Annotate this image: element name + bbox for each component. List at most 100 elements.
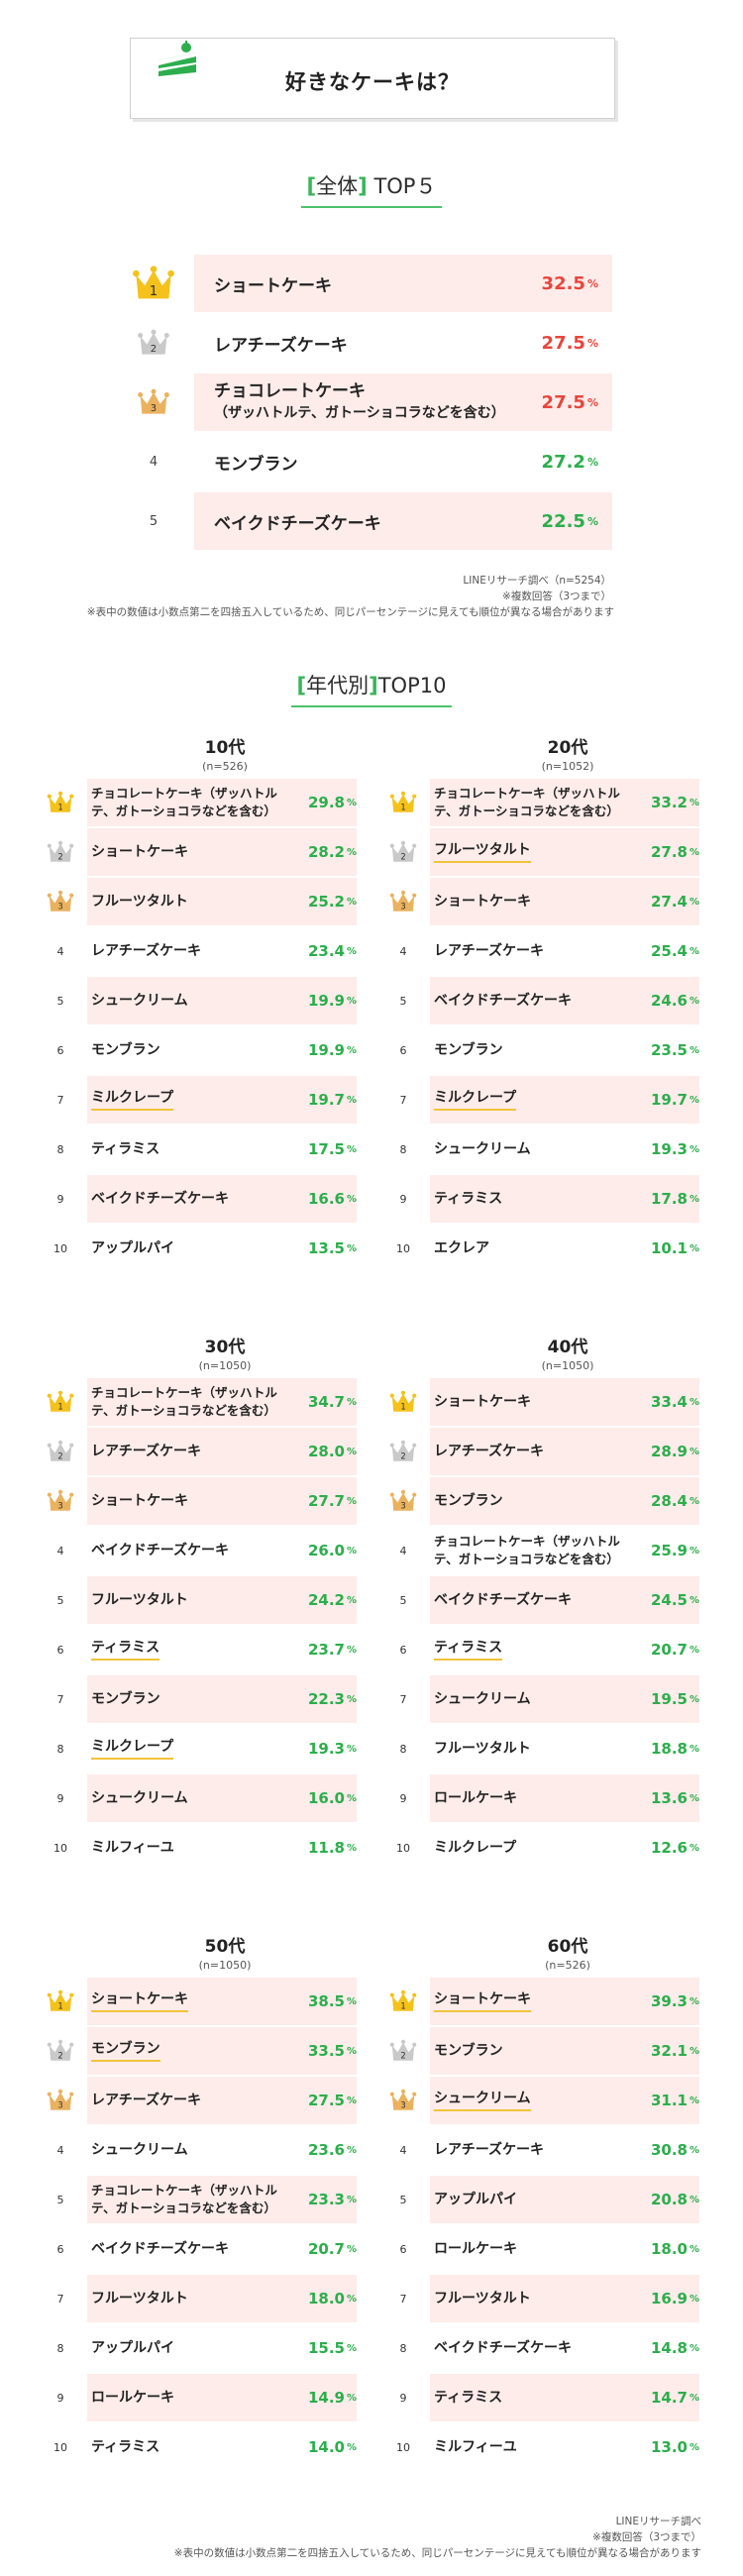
percentage-value: 24.2% [307, 1591, 357, 1609]
rank-number: 8 [56, 1742, 64, 1756]
rank-number: 7 [399, 1093, 407, 1107]
age-group-30代: 30代 (n=1050) 1 チョコレートケーキ（ザッハトルテ、ガトーショコラなどを含… [46, 1333, 363, 1874]
row-background [430, 1774, 699, 1822]
cake-name: レアチーズケーキ [91, 2093, 202, 2108]
percentage-value: 27.2% [541, 451, 598, 473]
rounding-note: ※表中の数値は小数点第二を四捨五入しているため、同じパーセンテージに見えても順位… [173, 2547, 701, 2559]
title-card: 好きなケーキは？ [130, 38, 615, 119]
age-row: 9 ロールケーキ 13.6% [388, 1774, 705, 1824]
svg-text:2: 2 [151, 344, 157, 355]
age-row: 5 フルーツタルト 24.2% [46, 1576, 363, 1626]
cake-name: チョコレートケーキ（ザッハトルテ、ガトーショコラなどを含む） [91, 2183, 277, 2215]
age-row: 4 レアチーズケーキ 25.4% [388, 927, 705, 977]
rank-number: 10 [396, 1241, 410, 1255]
percentage-value: 10.1% [650, 1239, 699, 1257]
age-row: 10 アップルパイ 13.5% [46, 1225, 363, 1274]
age-row: 7 フルーツタルト 16.9% [388, 2275, 705, 2324]
age-row: 8 シュークリーム 19.3% [388, 1126, 705, 1175]
row-background [87, 1175, 357, 1223]
overall-row: 4 モンブラン 27.2% [129, 433, 612, 492]
age-row: 6 ベイクドチーズケーキ 20.7% [46, 2225, 363, 2275]
age-row: 4 ベイクドチーズケーキ 26.0% [46, 1527, 363, 1576]
svg-text:1: 1 [400, 2001, 405, 2011]
percentage-value: 20.7% [650, 1641, 699, 1659]
rank-marker: 1 [388, 1378, 418, 1426]
row-background [430, 1428, 699, 1475]
row-background [430, 2027, 699, 2075]
cake-name: モンブラン [91, 2027, 294, 2075]
bronze-crown-icon: 3 [389, 1489, 417, 1511]
percentage-value: 18.0% [650, 2240, 699, 2258]
percentage-value: 33.2% [650, 794, 699, 811]
cake-name: ベイクドチーズケーキ [91, 2241, 230, 2257]
heading-bracket-close: ] [358, 174, 368, 198]
cake-name: アップルパイ [434, 2192, 517, 2207]
row-background [87, 2275, 357, 2322]
age-row: 10 ミルフィーユ 11.8% [46, 1824, 363, 1874]
rank-marker: 2 [46, 2027, 75, 2075]
svg-text:2: 2 [57, 852, 62, 862]
age-row: 8 ミルクレープ 19.3% [46, 1725, 363, 1774]
overall-row: 1 ショートケーキ 32.5% [129, 255, 612, 314]
gold-crown-icon: 1 [47, 1989, 74, 2011]
heading-rest: TOP10 [377, 674, 447, 698]
row-background [430, 1378, 699, 1426]
rank-marker: 3 [129, 374, 178, 431]
silver-crown-icon: 2 [47, 1440, 74, 1461]
row-background [87, 878, 357, 925]
rank-number: 7 [56, 2292, 64, 2306]
cake-name: シュークリーム [434, 1691, 531, 1707]
svg-text:3: 3 [400, 2100, 405, 2110]
age-label: 30代 [204, 1338, 246, 1357]
age-row: 10 ティラミス 14.0% [46, 2423, 363, 2473]
rank-number: 7 [56, 1093, 64, 1107]
age-row: 3 ショートケーキ 27.7% [46, 1477, 363, 1527]
age-label: 50代 [204, 1937, 246, 1957]
age-group-10代: 10代 (n=526) 1 チョコレートケーキ（ザッハトルテ、ガトーショコラなどを含む… [46, 733, 363, 1274]
row-background [87, 1428, 357, 1475]
cake-name: ミルクレープ [434, 1840, 517, 1856]
cake-name: シュークリーム [91, 993, 188, 1009]
rank-number: 7 [399, 1692, 407, 1706]
rank-number: 6 [399, 2242, 407, 2256]
row-background [87, 1076, 357, 1124]
page-title: 好きなケーキは？ [285, 70, 460, 94]
answer-note: ※複数回答（3つまで） [502, 590, 611, 602]
silver-crown-icon: 2 [47, 2039, 74, 2061]
svg-text:2: 2 [57, 2051, 62, 2061]
cake-name: ミルクレープ [91, 1076, 294, 1124]
age-row: 9 ロールケーキ 14.9% [46, 2374, 363, 2423]
row-background [87, 977, 357, 1024]
age-row: 4 シュークリーム 23.6% [46, 2126, 363, 2176]
sample-size: (n=1052) [541, 760, 594, 773]
percentage-value: 28.2% [307, 843, 357, 861]
rank-marker: 1 [46, 1978, 75, 2025]
cake-name: フルーツタルト [91, 894, 188, 910]
heading-word: 年代別 [306, 674, 370, 698]
age-group-60代: 60代 (n=526) 1 ショートケーキ 39.3% 2 モンブラン 32.1% 3 シュークリ… [388, 1932, 705, 2473]
row-background [194, 374, 612, 431]
percentage-value: 27.5% [541, 391, 598, 413]
age-row: 1 チョコレートケーキ（ザッハトルテ、ガトーショコラなどを含む） 34.7% [46, 1378, 363, 1428]
percentage-value: 23.6% [307, 2141, 357, 2159]
overall-ranking-table: 1 ショートケーキ 32.5% 2 レアチーズケーキ 27.5% 3 チョコレートケーキ （ザッ… [129, 255, 612, 552]
row-background [430, 2275, 699, 2322]
cake-name: モンブラン [434, 1493, 503, 1509]
percentage-value: 27.8% [650, 843, 699, 861]
svg-text:1: 1 [150, 284, 158, 299]
age-label: 60代 [547, 1937, 588, 1957]
cake-icon [159, 41, 196, 76]
cake-name: レアチーズケーキ [214, 335, 348, 356]
cake-name: レアチーズケーキ [91, 1444, 202, 1459]
rank-number: 5 [56, 994, 64, 1008]
cake-name: ミルフィーユ [91, 1840, 174, 1856]
age-row: 8 ティラミス 17.5% [46, 1126, 363, 1175]
cake-name: ロールケーキ [434, 2241, 517, 2257]
percentage-value: 18.0% [307, 2290, 357, 2308]
age-row: 7 ミルクレープ 19.7% [388, 1076, 705, 1126]
rank-number: 6 [399, 1643, 407, 1657]
rank-marker: 2 [46, 828, 75, 876]
age-row: 5 ベイクドチーズケーキ 24.5% [388, 1576, 705, 1626]
age-row: 1 チョコレートケーキ（ザッハトルテ、ガトーショコラなどを含む） 29.8% [46, 779, 363, 828]
percentage-value: 27.5% [307, 2092, 357, 2109]
